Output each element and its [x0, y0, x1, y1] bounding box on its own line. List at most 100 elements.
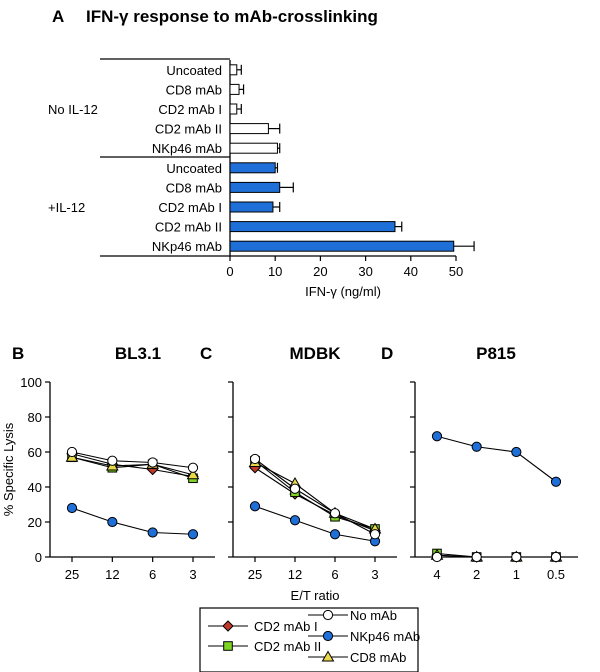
panel-letter: D [381, 344, 393, 363]
category-label: CD2 mAb II [155, 220, 222, 235]
panel-letter-a: A [52, 7, 64, 26]
panel-d: D P815 4 2 1 0.5 [381, 344, 578, 582]
category-label: CD2 mAb II [155, 122, 222, 137]
data-point [147, 527, 158, 538]
panel-letter: C [200, 344, 212, 363]
legend-marker [222, 620, 234, 632]
y-tick-label: 60 [28, 445, 42, 460]
bar [229, 142, 278, 154]
data-point [471, 551, 482, 563]
y-tick-label: 40 [28, 480, 42, 495]
y-tick-label: 100 [20, 375, 42, 390]
bar [229, 64, 238, 76]
y-tick-label: 0 [35, 550, 42, 565]
bar [229, 83, 240, 95]
category-label: NKp46 mAb [152, 239, 222, 254]
x-tick-label-a: 30 [358, 264, 372, 279]
data-point [66, 502, 78, 514]
data-point [550, 551, 562, 563]
category-label: Uncoated [166, 161, 222, 176]
x-tick-label-a: 10 [268, 264, 282, 279]
x-axis-label: E/T ratio [291, 588, 340, 603]
panel-title: BL3.1 [115, 344, 161, 363]
data-point [289, 515, 301, 526]
data-point [329, 508, 341, 519]
legend-marker [321, 650, 335, 662]
y-axis-label: % Specific Lysis [1, 422, 16, 516]
y-tick-label: 20 [28, 515, 42, 530]
x-tick-label: 3 [189, 567, 196, 582]
category-label: NKp46 mAb [152, 141, 222, 156]
x-tick-label: 6 [149, 567, 156, 582]
x-tick-label-a: 20 [313, 264, 327, 279]
data-point [511, 551, 522, 563]
panel-title: MDBK [290, 344, 342, 363]
series-line [254, 505, 376, 542]
panel-title-a: IFN-γ response to mAb-crosslinking [86, 7, 378, 26]
category-label: CD2 mAb I [158, 102, 222, 117]
data-point [329, 529, 341, 540]
data-point [249, 501, 261, 512]
x-tick-label: 12 [105, 567, 119, 582]
series-line [254, 460, 376, 530]
series-line [436, 435, 557, 483]
panel-c: C MDBK 25 12 6 3 E/T ratio [200, 344, 397, 603]
category-label: CD8 mAb [166, 180, 222, 195]
data-point [107, 455, 118, 466]
data-point [511, 446, 522, 458]
data-point [66, 446, 78, 458]
bar [229, 103, 238, 115]
bar [229, 181, 281, 193]
series-line [71, 456, 194, 476]
legend-box [199, 607, 419, 672]
x-tick-label-a: 40 [404, 264, 418, 279]
legend-marker [322, 609, 334, 621]
series-line [254, 462, 376, 530]
x-tick-label: 6 [331, 567, 338, 582]
legend-label: CD2 mAb I [254, 619, 318, 634]
series-line [71, 453, 194, 478]
data-point [431, 551, 443, 563]
data-point [431, 431, 443, 442]
data-point [550, 476, 562, 487]
legend-label: NKp46 mAb [350, 629, 420, 644]
x-axis-label-a: IFN-γ (ng/ml) [305, 284, 381, 299]
x-tick-label: 12 [288, 567, 302, 582]
bar [229, 162, 276, 174]
x-tick-label-a: 0 [226, 264, 233, 279]
data-point [187, 529, 199, 540]
x-tick-label: 2 [473, 567, 480, 582]
x-tick-label: 0.5 [547, 567, 565, 582]
legend-label: No mAb [350, 608, 397, 623]
data-point [187, 462, 199, 473]
x-tick-label: 3 [371, 567, 378, 582]
series-line [254, 458, 376, 535]
bar [229, 240, 455, 252]
panel-title: P815 [476, 344, 516, 363]
bar [229, 221, 396, 233]
group-label: No IL-12 [48, 102, 98, 117]
panel-a: A IFN-γ response to mAb-crosslinking 0 10 20… [48, 7, 475, 299]
x-tick-label: 1 [513, 567, 520, 582]
legend-marker [223, 641, 233, 651]
legend-marker [322, 630, 334, 642]
data-point [289, 483, 301, 494]
x-tick-label: 4 [433, 567, 440, 582]
category-label: CD8 mAb [166, 82, 222, 97]
data-point [369, 529, 381, 540]
data-point [249, 453, 261, 465]
x-tick-label: 25 [65, 567, 79, 582]
bar [229, 123, 269, 135]
category-label: Uncoated [166, 63, 222, 78]
panel-b: B BL3.1 0 20 40 60 80 100 % Specific Lysis 25 12 6 3 [1, 344, 215, 582]
y-tick-label: 80 [28, 410, 42, 425]
bar [229, 201, 274, 213]
x-tick-label: 25 [248, 567, 262, 582]
group-label: +IL-12 [48, 200, 85, 215]
data-point [107, 516, 118, 528]
series-line [71, 507, 194, 535]
legend-label: CD8 mAb [350, 650, 406, 665]
series-line [254, 467, 376, 532]
legend-label: CD2 mAb II [254, 639, 321, 654]
